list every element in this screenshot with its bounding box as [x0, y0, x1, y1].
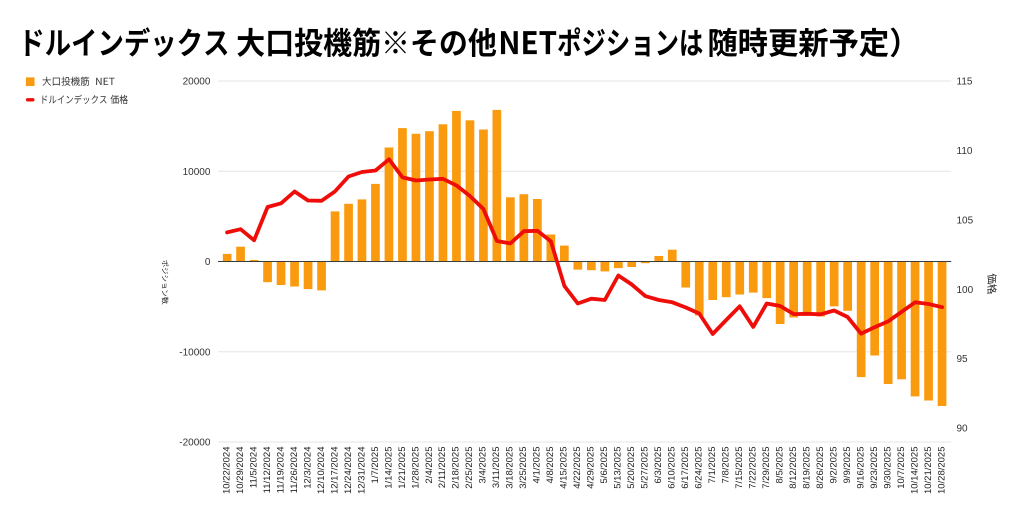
svg-text:3/11/2025: 3/11/2025: [491, 447, 502, 489]
svg-text:10/28/2025: 10/28/2025: [936, 447, 947, 495]
svg-text:115: 115: [957, 77, 973, 88]
svg-text:5/13/2025: 5/13/2025: [613, 447, 624, 489]
svg-text:4/8/2025: 4/8/2025: [545, 447, 556, 484]
svg-text:1/28/2025: 1/28/2025: [410, 447, 421, 489]
svg-text:2/25/2025: 2/25/2025: [464, 447, 475, 489]
svg-text:9/23/2025: 9/23/2025: [869, 447, 880, 489]
svg-text:11/26/2024: 11/26/2024: [289, 447, 300, 494]
svg-text:6/3/2025: 6/3/2025: [653, 447, 664, 484]
svg-text:5/27/2025: 5/27/2025: [640, 447, 651, 489]
svg-text:5/20/2025: 5/20/2025: [626, 447, 637, 489]
svg-text:0: 0: [205, 257, 211, 268]
svg-text:2/18/2025: 2/18/2025: [451, 447, 462, 489]
svg-text:11/19/2024: 11/19/2024: [275, 447, 286, 494]
svg-text:9/30/2025: 9/30/2025: [882, 447, 893, 489]
svg-text:90: 90: [957, 424, 969, 435]
svg-text:7/8/2025: 7/8/2025: [721, 447, 732, 484]
svg-text:-20000: -20000: [179, 438, 211, 449]
svg-text:110: 110: [957, 146, 973, 157]
svg-text:10/7/2025: 10/7/2025: [896, 447, 907, 489]
svg-text:95: 95: [957, 354, 969, 365]
svg-text:7/22/2025: 7/22/2025: [748, 447, 759, 489]
svg-text:7/29/2025: 7/29/2025: [761, 447, 772, 489]
svg-text:12/31/2024: 12/31/2024: [356, 447, 367, 495]
svg-text:10000: 10000: [183, 167, 211, 178]
svg-text:8/5/2025: 8/5/2025: [775, 447, 786, 484]
svg-text:-10000: -10000: [179, 347, 211, 358]
svg-text:6/24/2025: 6/24/2025: [694, 447, 705, 489]
svg-text:12/24/2024: 12/24/2024: [343, 447, 354, 495]
svg-text:9/9/2025: 9/9/2025: [842, 447, 853, 484]
svg-text:4/1/2025: 4/1/2025: [532, 447, 543, 484]
svg-text:7/1/2025: 7/1/2025: [707, 447, 718, 484]
svg-text:7/15/2025: 7/15/2025: [734, 447, 745, 489]
svg-text:2/4/2025: 2/4/2025: [424, 447, 435, 484]
svg-text:10/14/2025: 10/14/2025: [909, 447, 920, 495]
svg-text:11/5/2024: 11/5/2024: [248, 447, 259, 489]
svg-text:10/22/2024: 10/22/2024: [221, 447, 232, 495]
svg-text:20000: 20000: [183, 77, 211, 88]
svg-text:10/21/2025: 10/21/2025: [923, 447, 934, 495]
svg-text:8/19/2025: 8/19/2025: [802, 447, 813, 489]
svg-text:5/6/2025: 5/6/2025: [599, 447, 610, 484]
svg-text:8/26/2025: 8/26/2025: [815, 447, 826, 489]
svg-text:6/10/2025: 6/10/2025: [667, 447, 678, 489]
svg-text:12/10/2024: 12/10/2024: [316, 447, 327, 495]
svg-text:100: 100: [957, 285, 974, 296]
svg-text:11/12/2024: 11/12/2024: [262, 447, 273, 494]
svg-text:3/18/2025: 3/18/2025: [505, 447, 516, 489]
svg-text:12/3/2024: 12/3/2024: [302, 447, 313, 489]
svg-text:1/7/2025: 1/7/2025: [370, 447, 381, 484]
svg-text:9/16/2025: 9/16/2025: [855, 447, 866, 489]
svg-text:12/17/2024: 12/17/2024: [329, 447, 340, 495]
svg-text:6/17/2025: 6/17/2025: [680, 447, 691, 489]
svg-text:4/29/2025: 4/29/2025: [586, 447, 597, 489]
svg-text:2/11/2025: 2/11/2025: [437, 447, 448, 489]
svg-text:10/29/2024: 10/29/2024: [235, 447, 246, 495]
svg-text:8/12/2025: 8/12/2025: [788, 447, 799, 489]
svg-text:1/21/2025: 1/21/2025: [397, 447, 408, 489]
svg-text:9/2/2025: 9/2/2025: [828, 447, 839, 484]
svg-text:4/22/2025: 4/22/2025: [572, 447, 583, 489]
svg-text:105: 105: [957, 215, 974, 226]
svg-text:3/4/2025: 3/4/2025: [478, 447, 489, 484]
svg-text:4/15/2025: 4/15/2025: [559, 447, 570, 489]
svg-text:1/14/2025: 1/14/2025: [383, 447, 394, 489]
svg-text:3/25/2025: 3/25/2025: [518, 447, 529, 489]
